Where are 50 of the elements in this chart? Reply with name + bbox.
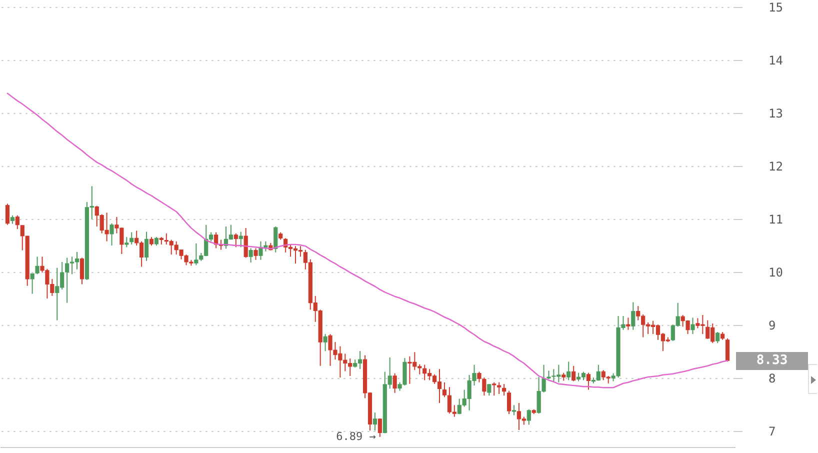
candlestick [566,361,571,381]
y-tick-label: 11 [768,212,783,227]
candlestick [194,242,198,266]
y-tick-label: 13 [768,106,783,121]
candlestick [65,257,70,304]
candlestick [258,240,263,260]
candlestick [238,231,243,248]
candlestick [725,338,730,362]
candlestick [482,377,486,396]
candlestick [248,248,253,264]
candlestick [442,382,447,398]
candlestick [392,372,397,394]
y-tick-label: 15 [768,0,783,14]
candlestick [254,248,258,260]
candlestick [214,232,218,249]
candlestick [512,404,516,416]
candlestick [690,317,695,335]
candlestick [264,240,268,252]
candlestick [234,232,238,248]
y-tick-label: 9 [768,318,776,333]
candlestick [626,317,630,330]
candlestick [130,232,134,245]
candlestick [631,302,636,330]
candlestick [372,412,377,432]
text: 8.33 [736,352,808,370]
y-tick-label: 12 [768,160,783,174]
candlestick [124,236,129,248]
candlestick [572,365,576,382]
candlestick [30,273,34,294]
candlestick [477,371,482,383]
candlestick [15,214,20,230]
y-tick-label: 7 [768,424,776,439]
candlestick [110,222,114,246]
candlestick [5,203,10,226]
candlestick [378,418,382,438]
candlestick [35,256,40,275]
candlestick [716,331,720,344]
y-tick-label: 10 [768,266,783,280]
candlestick [244,228,248,258]
candlestick [506,390,512,415]
candlestick [274,226,278,253]
candlestick [502,383,506,396]
candlestick [80,257,84,285]
candlestick [323,334,328,352]
annotation: 6.89 → [336,430,376,443]
y-tick-label: 8 [768,372,776,386]
candlestick [144,231,149,262]
candlestick [526,408,531,426]
y-tick-label: 14 [768,54,783,68]
candlestick [586,372,591,390]
